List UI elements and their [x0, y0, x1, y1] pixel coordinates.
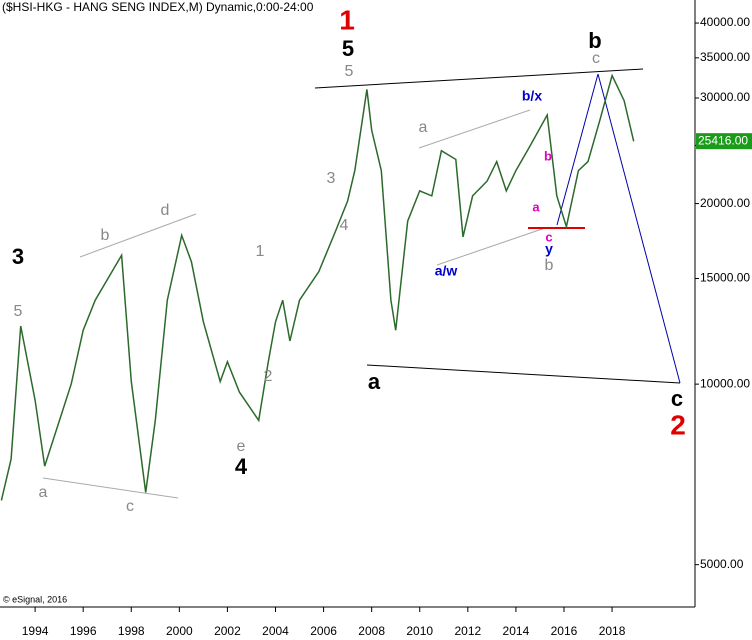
- wave-label: d: [161, 202, 170, 219]
- footer: © eSignal, 2016: [3, 594, 67, 604]
- projection-line: [556, 73, 599, 226]
- trend-line: [42, 477, 179, 499]
- wave-label: 4: [340, 217, 349, 234]
- y-tick-label: 5000.00: [700, 557, 744, 571]
- projection-line: [597, 73, 681, 384]
- last-price-box: [696, 133, 752, 150]
- x-tick-label: 1994: [22, 624, 49, 638]
- y-tick-label: 10000.00: [700, 376, 750, 390]
- trend-line: [418, 109, 531, 149]
- wave-label: e: [237, 438, 246, 455]
- wave-label: 1: [339, 4, 355, 35]
- wave-label: c: [671, 386, 683, 411]
- x-tick-label: 2012: [454, 624, 481, 638]
- x-tick-label: 1996: [70, 624, 97, 638]
- x-tick-label: 2006: [310, 624, 337, 638]
- wave-label: b: [101, 227, 110, 244]
- wave-label: a/w: [435, 263, 458, 279]
- x-tick-label: 2014: [503, 624, 530, 638]
- x-tick-label: 2010: [406, 624, 433, 638]
- wave-label: 5: [345, 63, 354, 80]
- wave-label: 4: [235, 454, 248, 479]
- trend-line: [314, 68, 644, 89]
- wave-label: a: [532, 199, 540, 214]
- x-tick-label: 2000: [166, 624, 193, 638]
- x-tick-label: 2008: [358, 624, 385, 638]
- wave-label: y: [545, 241, 553, 257]
- x-tick-label: 2018: [599, 624, 626, 638]
- wave-label: c: [592, 50, 600, 67]
- y-tick-label: 30000.00: [700, 90, 750, 104]
- wave-label: a: [39, 484, 48, 501]
- wave-label: b: [588, 28, 601, 53]
- y-tick-label: 35000.00: [700, 50, 750, 64]
- y-tick-label: 40000.00: [700, 15, 750, 29]
- wave-label: b: [544, 148, 552, 163]
- wave-label: 5: [14, 303, 23, 320]
- x-tick-label: 2004: [262, 624, 289, 638]
- chart-title: ($HSI-HKG - HANG SENG INDEX,M) Dynamic,0…: [2, 0, 314, 14]
- x-tick-label: 2016: [551, 624, 578, 638]
- trend-line: [79, 213, 197, 258]
- wave-label: 5: [342, 36, 354, 61]
- trend-line: [366, 364, 681, 384]
- wave-label: c: [126, 498, 134, 515]
- last-price-label: 25416.00: [698, 133, 748, 147]
- wave-label: a: [419, 119, 428, 136]
- y-tick-label: 15000.00: [700, 271, 750, 285]
- wave-label: 3: [327, 170, 336, 187]
- wave-label: c: [545, 229, 552, 244]
- wave-label: 3: [12, 244, 24, 269]
- wave-label: 2: [264, 368, 273, 385]
- trend-line: [436, 227, 546, 266]
- y-tick-label: 20000.00: [700, 196, 750, 210]
- wave-lines: [42, 68, 681, 499]
- wave-label: 2: [670, 409, 686, 440]
- wave-label: b: [545, 257, 554, 274]
- wave-label: a: [368, 369, 381, 394]
- wave-label: 1: [256, 243, 265, 260]
- wave-label: b/x: [522, 88, 542, 104]
- x-tick-label: 2002: [214, 624, 241, 638]
- x-tick-label: 1998: [118, 624, 145, 638]
- price-line: [0, 73, 635, 501]
